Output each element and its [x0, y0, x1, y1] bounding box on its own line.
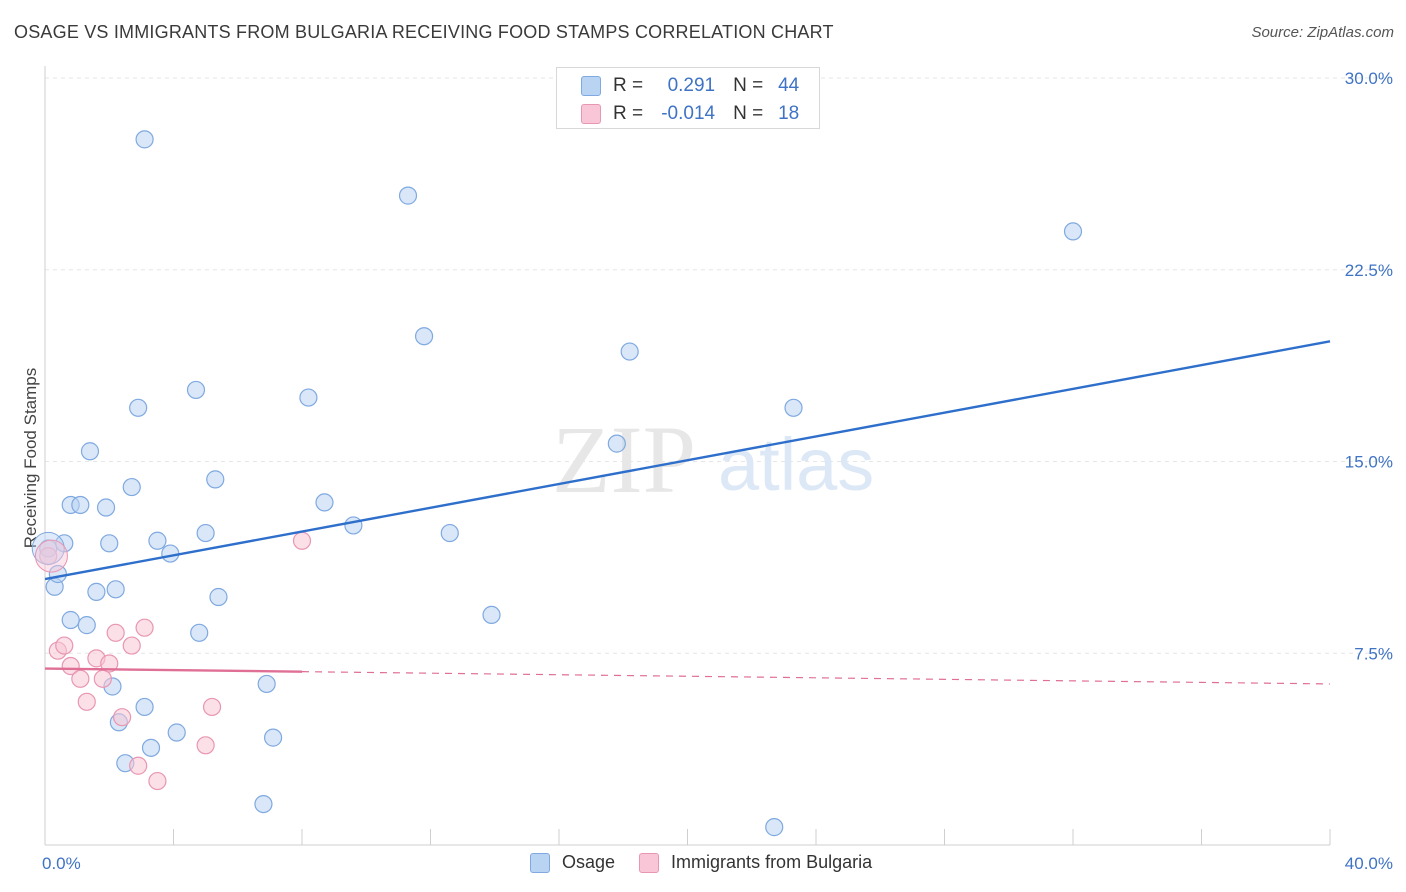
bulgaria-point [61, 656, 80, 676]
y-tick-label: 22.5% [1345, 261, 1393, 280]
bulgaria-point [71, 669, 90, 688]
trend-lines [44, 340, 1331, 685]
grid-lines [45, 77, 1392, 654]
osage-point [190, 623, 209, 642]
legend-row-bulgaria: R = -0.014 N = 18 [581, 102, 799, 126]
bulgaria-point [135, 618, 154, 637]
osage-point [263, 728, 283, 747]
osage-point [254, 794, 273, 814]
legend-row-osage: R = 0.291 N = 44 [581, 74, 799, 98]
y-axis-label: Receiving Food Stamps [21, 368, 40, 548]
osage-point [61, 610, 80, 630]
osage-point [122, 477, 141, 497]
legend-n-label: N = [733, 75, 764, 96]
osage-point [100, 534, 119, 553]
series-legend-bulgaria: Immigrants from Bulgaria [639, 852, 872, 873]
osage-point [129, 398, 148, 417]
legend-r-value: 0.291 [667, 75, 716, 96]
osage-trend-line [44, 340, 1331, 581]
osage-point [784, 398, 803, 417]
legend-n-value: 18 [778, 103, 800, 124]
bulgaria-point [112, 708, 132, 727]
series-label-osage: Osage [562, 852, 616, 872]
bulgaria-point [55, 636, 74, 655]
y-tick-label: 30.0% [1345, 69, 1393, 88]
osage-point [77, 616, 96, 635]
osage-point [344, 516, 363, 535]
series-label-bulgaria: Immigrants from Bulgaria [671, 852, 873, 872]
bulgaria-trend-line [44, 667, 303, 673]
x-tick-labels: 0.0% 40.0% [42, 854, 1393, 873]
legend-n-label: N = [733, 103, 764, 124]
osage-point [398, 186, 418, 205]
osage-point [80, 442, 100, 461]
osage-point [87, 582, 106, 601]
source-label: Source: ZipAtlas.com [1251, 24, 1394, 41]
bulgaria-point [93, 669, 112, 688]
bulgaria-point [77, 692, 96, 711]
bulgaria-cluster-point [34, 539, 68, 573]
osage-point [315, 493, 334, 512]
osage-point [206, 470, 225, 489]
osage-point [161, 544, 180, 563]
legend-r-label: R = [613, 75, 644, 96]
bulgaria-point [196, 736, 215, 755]
bulgaria-trend-line-dashed [301, 671, 1331, 685]
chart-title: OSAGE VS IMMIGRANTS FROM BULGARIA RECEIV… [14, 22, 834, 42]
osage-point [209, 587, 228, 607]
osage-point [440, 523, 459, 543]
osage-point [196, 523, 215, 543]
osage-point [607, 434, 626, 453]
legend-r-value: -0.014 [661, 103, 716, 124]
legend-n-value: 44 [778, 75, 800, 96]
bulgaria-point [202, 697, 222, 717]
bulgaria-point [292, 531, 312, 550]
bulgaria-point [148, 771, 167, 791]
series-swatch-osage [530, 852, 550, 873]
osage-point [141, 738, 161, 757]
y-tick-label: 7.5% [1354, 644, 1393, 663]
watermark-zip: ZIP [552, 406, 696, 513]
y-tick-label: 15.0% [1345, 453, 1393, 472]
bulgaria-point [100, 654, 119, 673]
osage-point [167, 723, 186, 742]
osage-point [299, 388, 318, 407]
watermark-atlas: atlas [718, 423, 874, 506]
watermark: ZIP atlas [552, 406, 874, 513]
legend-r-label: R = [613, 103, 644, 124]
osage-point [135, 130, 154, 149]
axes [44, 66, 1331, 846]
osage-point [148, 531, 167, 550]
osage-point [96, 498, 116, 517]
bulgaria-point [129, 756, 148, 775]
x-tick-label: 40.0% [1345, 854, 1393, 873]
osage-point [186, 380, 206, 400]
osage-point [620, 342, 639, 361]
legend-swatch-bulgaria [581, 104, 601, 124]
osage-point [106, 580, 125, 599]
correlation-legend: R = 0.291 N = 44 R = -0.014 N = 18 [556, 67, 820, 129]
series-legend: Osage Immigrants from Bulgaria [530, 852, 896, 873]
osage-point [765, 818, 784, 837]
series-legend-osage: Osage [530, 852, 615, 873]
data-points [31, 130, 1083, 837]
bulgaria-point [106, 623, 125, 642]
osage-point [257, 674, 276, 694]
x-tick-label: 0.0% [42, 854, 81, 873]
osage-point [1063, 222, 1083, 241]
y-tick-labels: 7.5% 15.0% 22.5% 30.0% [1345, 69, 1393, 663]
osage-point [71, 495, 90, 515]
bulgaria-point [122, 636, 141, 655]
osage-point [482, 605, 501, 625]
legend-swatch-osage [581, 76, 601, 96]
series-swatch-bulgaria [639, 852, 660, 873]
osage-point [135, 697, 154, 717]
osage-point [414, 327, 434, 346]
